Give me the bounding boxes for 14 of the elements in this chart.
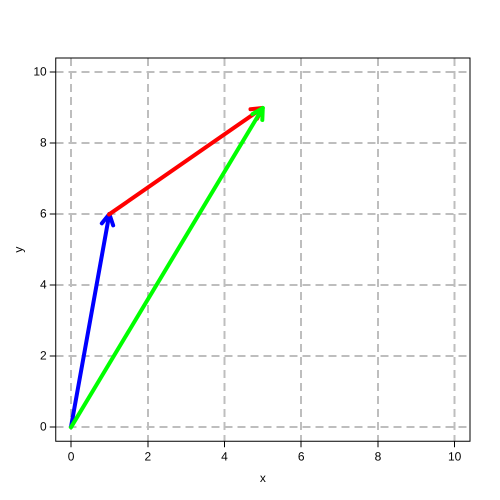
x-tick-label: 2 xyxy=(144,450,152,464)
y-tick-label: 10 xyxy=(33,64,48,79)
x-tick-label: 10 xyxy=(448,450,462,464)
y-tick-label: 0 xyxy=(40,419,48,434)
x-tick-label: 6 xyxy=(298,450,305,464)
y-tick-label: 6 xyxy=(40,206,48,220)
x-tick-label: 0 xyxy=(68,450,75,464)
x-axis-title: x xyxy=(260,471,266,486)
y-tick-label: 8 xyxy=(40,135,48,150)
x-tick-label: 8 xyxy=(374,450,382,464)
y-tick-label: 4 xyxy=(40,277,48,292)
y-tick-label: 2 xyxy=(40,348,48,362)
y-axis-title: y xyxy=(12,246,26,253)
x-tick-label: 4 xyxy=(221,450,228,464)
